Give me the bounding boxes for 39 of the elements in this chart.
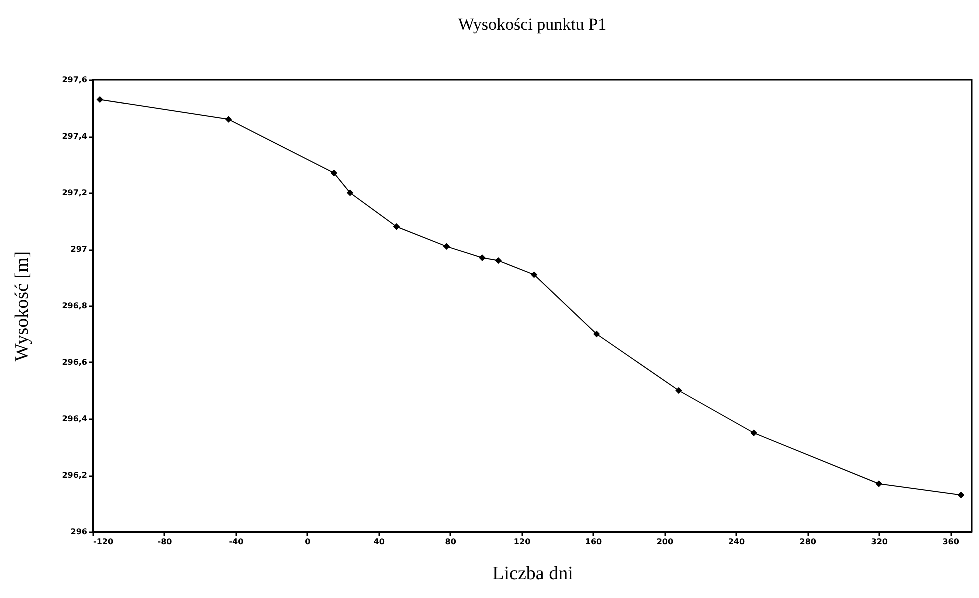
point — [676, 387, 682, 394]
y-tick-label: 297,2 — [62, 188, 88, 198]
y-tick-label: 296 — [70, 528, 88, 536]
y-tick-label: 296,8 — [62, 302, 88, 310]
point — [876, 480, 882, 488]
x-tick-label: 80 — [445, 538, 457, 546]
x-tick-label: 0 — [305, 538, 312, 546]
point — [96, 96, 104, 104]
point — [225, 116, 232, 123]
point — [750, 430, 758, 436]
y-tick-label: 297 — [70, 245, 88, 254]
x-tick-label: -120 — [94, 538, 114, 546]
x-tick-label: 280 — [800, 538, 817, 546]
x-tick-label: 240 — [728, 538, 746, 546]
chart-title: Wysokości punktu P1 — [458, 15, 607, 34]
y-tick-label: 296,6 — [62, 358, 88, 367]
x-tick-label: -80 — [158, 538, 173, 546]
y-tick-label: 297,4 — [62, 132, 88, 141]
y-tick-label: 297,6 — [62, 76, 88, 84]
x-tick-label: -40 — [229, 538, 244, 546]
y-tick-label: 296,2 — [62, 471, 88, 480]
point — [346, 190, 354, 196]
x-tick-label: 320 — [871, 538, 888, 546]
y-tick-label: 296,4 — [62, 414, 88, 424]
point — [393, 224, 400, 230]
point — [530, 272, 538, 278]
x-tick-label: 160 — [585, 538, 603, 546]
x-tick-label: 360 — [942, 538, 960, 546]
x-tick-label: 40 — [374, 538, 386, 546]
point — [443, 243, 450, 250]
point — [593, 330, 600, 338]
y-axis-title: Wysokość [m] — [12, 251, 34, 362]
x-axis-title: Liczba dni — [492, 564, 574, 584]
x-tick-label: 120 — [514, 538, 532, 546]
point — [495, 257, 502, 264]
point — [479, 254, 486, 262]
point — [958, 492, 965, 499]
point — [330, 170, 338, 177]
x-tick-label: 200 — [656, 538, 674, 546]
